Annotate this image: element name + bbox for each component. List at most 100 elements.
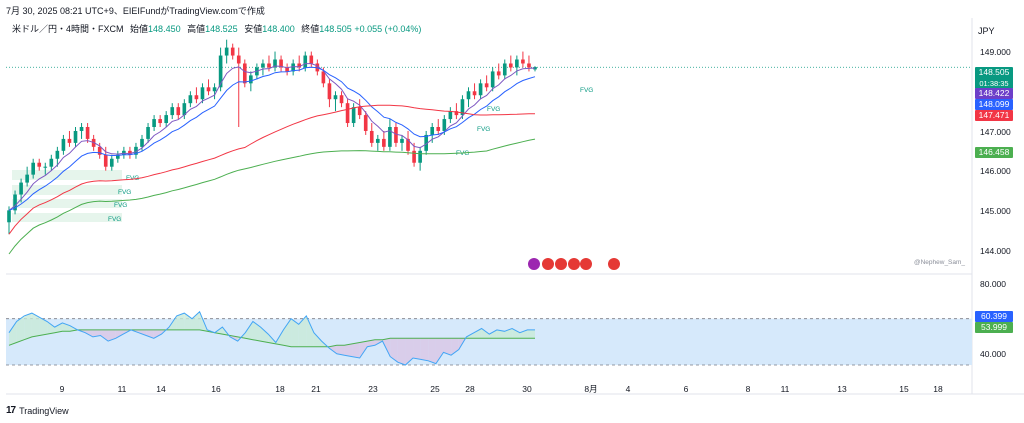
- rsi-fill: [176, 313, 185, 330]
- rsi-fill: [481, 328, 490, 339]
- price-tick: 147.000: [980, 127, 1011, 137]
- candle-body: [236, 55, 241, 64]
- candle-body: [13, 194, 17, 211]
- candle-body: [194, 95, 199, 100]
- candle-body: [212, 87, 217, 92]
- candle-body: [152, 119, 156, 127]
- rsi-fill: [108, 329, 116, 342]
- candle-body: [182, 103, 187, 116]
- countdown-value: 01:38:35: [979, 79, 1009, 88]
- candle-body: [460, 99, 465, 116]
- candle-body: [109, 158, 114, 167]
- close-value: 148.505: [319, 24, 352, 34]
- rsi-fill: [306, 315, 314, 347]
- rsi-fill: [474, 328, 482, 339]
- candle-body: [140, 138, 144, 147]
- candle-body: [224, 47, 229, 56]
- candle-body: [303, 55, 308, 68]
- candle-body: [418, 150, 422, 163]
- candle-body: [430, 127, 435, 135]
- candle-body: [406, 138, 410, 151]
- fvg-zone: [12, 170, 122, 180]
- rsi-tick: 40.000: [980, 349, 1006, 359]
- time-tick: 15: [899, 384, 909, 394]
- candle-body: [218, 55, 223, 88]
- rsi-fill: [252, 321, 261, 342]
- time-tick: 11: [781, 384, 790, 394]
- candle-body: [128, 150, 132, 155]
- price-tick: 144.000: [980, 246, 1011, 256]
- event-us-flag-icon[interactable]: [580, 258, 592, 270]
- candle-body: [7, 210, 11, 223]
- candle-body: [43, 166, 48, 168]
- rsi-fill: [260, 327, 269, 343]
- event-us-flag-icon[interactable]: [608, 258, 620, 270]
- candle-body: [55, 150, 60, 159]
- rsi-fill: [527, 329, 535, 339]
- rsi-fill: [428, 338, 436, 364]
- event-us-flag-icon[interactable]: [568, 258, 580, 270]
- rsi-fill: [9, 321, 17, 346]
- candle-body: [170, 107, 175, 116]
- rsi-fill: [291, 318, 299, 347]
- candle-body: [297, 63, 302, 68]
- fvg-label: FVG: [580, 87, 593, 94]
- rsi-fill: [496, 329, 505, 339]
- symbol-legend: 米ドル／円・4時間・FXCM 始値148.450 高値148.525 安値148…: [12, 22, 421, 35]
- candle-body: [85, 127, 90, 139]
- currency-label[interactable]: JPY: [978, 26, 995, 36]
- candle-body: [496, 71, 501, 76]
- candle-body: [394, 127, 398, 143]
- candle-body: [369, 130, 374, 143]
- candle-body: [103, 154, 108, 167]
- time-tick: 21: [311, 384, 321, 394]
- ma-mid-line: [8, 66, 536, 211]
- rsi-fill: [336, 345, 345, 356]
- indicator-watermark: @Nephew_Sam_: [914, 259, 966, 266]
- rsi-fill: [153, 329, 162, 339]
- rsi-fill: [329, 345, 337, 354]
- rsi-fill: [313, 332, 322, 347]
- candle-body: [230, 47, 235, 56]
- rsi-fill: [405, 338, 414, 365]
- time-tick: 30: [522, 384, 532, 394]
- last-price-tag: 148.505 01:38:35: [975, 67, 1013, 89]
- rsi-fill: [31, 313, 40, 337]
- time-tick: 13: [837, 384, 847, 394]
- rsi-line: [8, 310, 535, 366]
- candle-body: [291, 63, 295, 72]
- high-label: 高値: [187, 24, 206, 34]
- candle-body: [200, 87, 205, 100]
- rsi-fill: [115, 329, 124, 339]
- change-value: +0.055 (+0.04%): [354, 24, 422, 34]
- candle-body: [279, 59, 283, 68]
- rsi-fill: [138, 329, 147, 336]
- ma-mid-tag: 148.099: [975, 99, 1013, 110]
- candle-body: [521, 59, 525, 64]
- candle-body: [436, 127, 441, 131]
- symbol-name[interactable]: 米ドル／円・4時間・FXCM: [12, 24, 124, 34]
- candle-body: [357, 107, 362, 116]
- time-tick: 16: [211, 384, 221, 394]
- candle-body: [345, 103, 350, 124]
- open-value: 148.450: [148, 24, 181, 34]
- low-label: 安値: [244, 24, 263, 34]
- time-tick: 18: [275, 384, 285, 394]
- rsi-fill: [85, 329, 93, 337]
- event-us-flag-icon[interactable]: [542, 258, 554, 270]
- candle-body: [25, 174, 29, 183]
- tradingview-mark-icon: 17: [6, 405, 16, 416]
- rsi-fill: [352, 342, 360, 358]
- candle-body: [412, 150, 416, 163]
- candle-body: [400, 138, 404, 143]
- candle-body: [490, 71, 495, 88]
- rsi-ma-line: [8, 329, 535, 348]
- tradingview-logo[interactable]: 17 TradingView: [6, 405, 69, 416]
- rsi-fill: [39, 317, 48, 336]
- candle-body: [267, 63, 271, 68]
- fvg-label: FVG: [108, 216, 121, 223]
- event-lightning-icon[interactable]: [528, 258, 540, 270]
- price-tick: 149.000: [980, 47, 1011, 57]
- event-us-flag-icon[interactable]: [555, 258, 567, 270]
